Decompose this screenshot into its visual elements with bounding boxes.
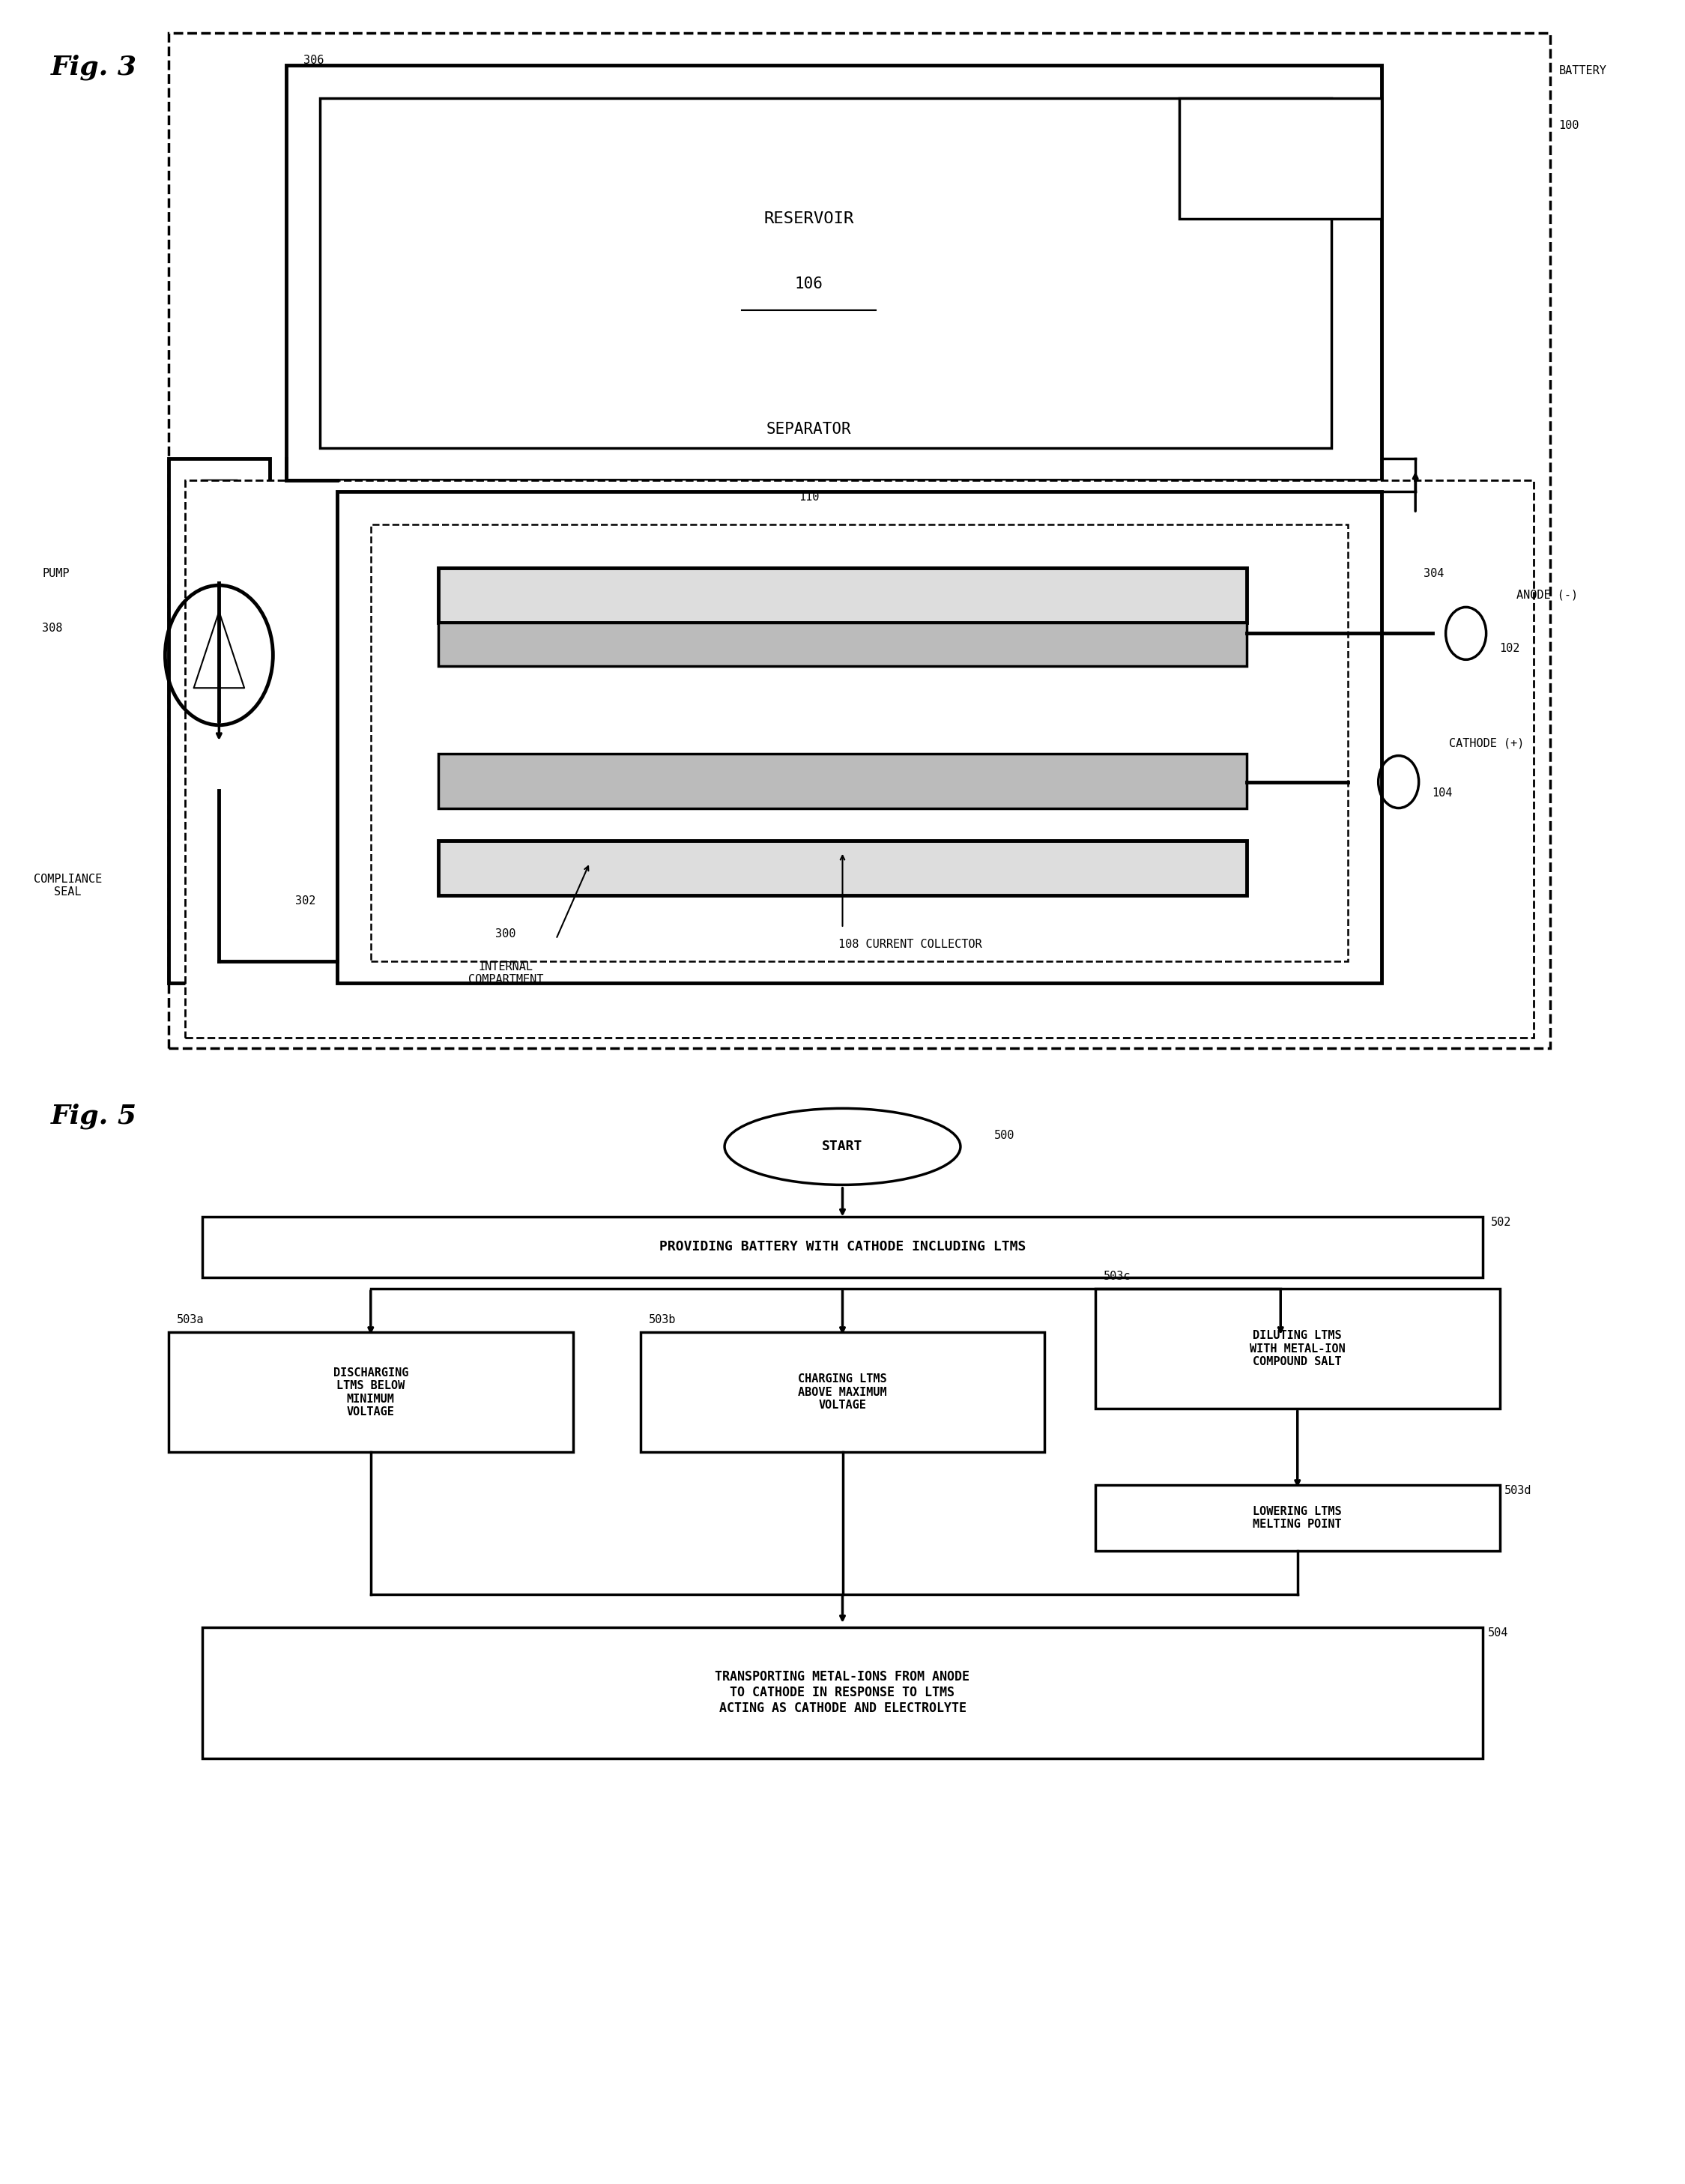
Text: PROVIDING BATTERY WITH CATHODE INCLUDING LTMS: PROVIDING BATTERY WITH CATHODE INCLUDING… — [659, 1241, 1026, 1254]
FancyBboxPatch shape — [202, 1627, 1483, 1758]
FancyBboxPatch shape — [438, 753, 1247, 808]
Text: LOWERING LTMS
MELTING POINT: LOWERING LTMS MELTING POINT — [1254, 1505, 1341, 1531]
FancyBboxPatch shape — [1180, 98, 1382, 218]
Text: 503b: 503b — [649, 1315, 676, 1326]
FancyBboxPatch shape — [168, 33, 1550, 1048]
FancyBboxPatch shape — [320, 98, 1331, 448]
Text: CHARGING LTMS
ABOVE MAXIMUM
VOLTAGE: CHARGING LTMS ABOVE MAXIMUM VOLTAGE — [799, 1374, 886, 1411]
FancyBboxPatch shape — [438, 568, 1247, 622]
FancyBboxPatch shape — [1095, 1289, 1500, 1409]
Text: 300: 300 — [495, 928, 516, 939]
Text: RESERVOIR: RESERVOIR — [763, 212, 854, 225]
Text: 302: 302 — [295, 895, 315, 906]
Text: PUMP: PUMP — [42, 568, 69, 579]
Text: 503c: 503c — [1104, 1271, 1131, 1282]
Text: BATTERY: BATTERY — [1559, 66, 1606, 76]
Text: 104: 104 — [1432, 786, 1452, 799]
Ellipse shape — [725, 1109, 960, 1184]
Text: INTERNAL
COMPARTMENT: INTERNAL COMPARTMENT — [468, 961, 543, 985]
Text: 504: 504 — [1488, 1627, 1508, 1638]
Text: SEPARATOR: SEPARATOR — [767, 422, 851, 437]
Text: 308: 308 — [42, 622, 62, 633]
Text: ANODE (-): ANODE (-) — [1516, 590, 1579, 601]
FancyBboxPatch shape — [640, 1332, 1045, 1452]
Text: Fig. 5: Fig. 5 — [51, 1103, 136, 1129]
Text: DISCHARGING
LTMS BELOW
MINIMUM
VOLTAGE: DISCHARGING LTMS BELOW MINIMUM VOLTAGE — [334, 1367, 408, 1417]
Text: DILUTING LTMS
WITH METAL-ION
COMPOUND SALT: DILUTING LTMS WITH METAL-ION COMPOUND SA… — [1250, 1330, 1345, 1367]
FancyBboxPatch shape — [371, 524, 1348, 961]
FancyBboxPatch shape — [286, 66, 1382, 480]
Text: 110: 110 — [799, 491, 819, 502]
FancyBboxPatch shape — [202, 480, 236, 961]
Text: COMPLIANCE
SEAL: COMPLIANCE SEAL — [34, 874, 103, 898]
Text: TRANSPORTING METAL-IONS FROM ANODE
TO CATHODE IN RESPONSE TO LTMS
ACTING AS CATH: TRANSPORTING METAL-IONS FROM ANODE TO CA… — [714, 1671, 971, 1714]
FancyBboxPatch shape — [337, 491, 1382, 983]
FancyBboxPatch shape — [438, 622, 1247, 666]
FancyBboxPatch shape — [168, 1332, 573, 1452]
Text: 503a: 503a — [177, 1315, 204, 1326]
FancyBboxPatch shape — [202, 1216, 1483, 1278]
Text: 106: 106 — [795, 277, 822, 290]
Text: 503d: 503d — [1505, 1485, 1532, 1496]
Text: 500: 500 — [994, 1129, 1014, 1142]
FancyBboxPatch shape — [185, 480, 1533, 1037]
Text: 100: 100 — [1559, 120, 1579, 131]
Text: 108 CURRENT COLLECTOR: 108 CURRENT COLLECTOR — [837, 939, 982, 950]
Text: 306: 306 — [303, 55, 324, 66]
Text: Fig. 3: Fig. 3 — [51, 55, 136, 81]
FancyBboxPatch shape — [168, 459, 270, 983]
FancyBboxPatch shape — [438, 841, 1247, 895]
Text: 502: 502 — [1491, 1216, 1511, 1227]
FancyBboxPatch shape — [1095, 1485, 1500, 1551]
Text: START: START — [822, 1140, 863, 1153]
Text: 304: 304 — [1424, 568, 1444, 579]
Text: CATHODE (+): CATHODE (+) — [1449, 738, 1525, 749]
Text: 102: 102 — [1500, 642, 1520, 655]
